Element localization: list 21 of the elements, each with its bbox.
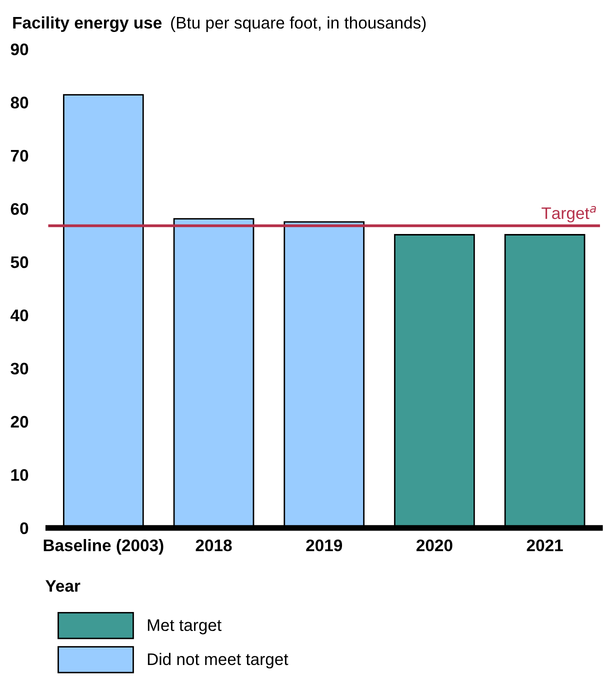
y-tick-label: 90 [10, 43, 28, 56]
x-tick-label: 2019 [306, 539, 342, 552]
legend-label: Met target [148, 619, 222, 634]
chart-subtitle: (Btu per square foot, in thousands) [171, 16, 426, 32]
x-tick-label: 2018 [196, 539, 232, 552]
y-tick-label: 30 [10, 362, 28, 375]
chart-title: Facility energy use [13, 16, 162, 32]
y-tick-label: 0 [20, 522, 28, 534]
x-tick-label: Baseline (2003) [44, 539, 164, 555]
x-tick-label: 2021 [526, 539, 563, 552]
ref-line-label: Target$^{a}$ [542, 206, 596, 222]
y-tick-label: 60 [10, 203, 28, 215]
y-tick-label: 70 [10, 150, 28, 162]
legend-label: Did not meet target [148, 652, 288, 668]
y-tick-label: 50 [10, 256, 28, 268]
y-tick-label: 20 [10, 416, 28, 428]
x-axis-title: Year [46, 580, 80, 592]
y-tick-label: 10 [11, 469, 28, 481]
y-tick-label: 40 [10, 309, 28, 322]
y-tick-label: 80 [10, 96, 28, 108]
x-tick-label: 2020 [416, 539, 452, 552]
